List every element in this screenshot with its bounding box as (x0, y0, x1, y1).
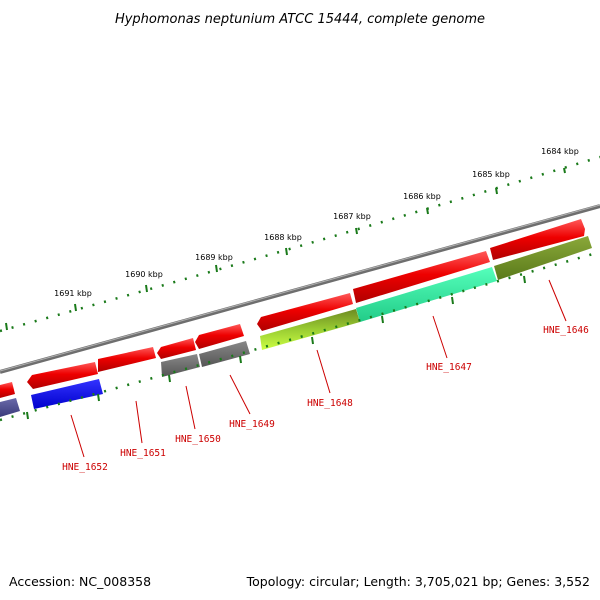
major-tick (239, 355, 242, 364)
kbp-label: 1687 kbp (333, 212, 371, 221)
forward-gene[interactable] (157, 338, 196, 359)
major-tick (26, 411, 29, 420)
reverse-gene[interactable] (0, 398, 20, 417)
forward-gene[interactable] (353, 251, 490, 303)
major-ticks-inner (26, 275, 526, 420)
leader-line (229, 374, 251, 415)
major-tick (495, 187, 498, 195)
gene-label-HNE_1650: HNE_1650 (175, 434, 221, 445)
major-tick (523, 275, 526, 284)
major-tick (5, 322, 8, 331)
gene-HNE_1646[interactable] (494, 236, 592, 280)
gene-HNE_1648[interactable] (260, 309, 360, 350)
gene-label-HNE_1651: HNE_1651 (120, 448, 166, 459)
major-tick (97, 393, 100, 402)
leader-line (432, 315, 448, 359)
kbp-label: 1691 kbp (54, 289, 92, 298)
kbp-label: 1684 kbp (541, 147, 579, 156)
kbp-label: 1688 kbp (264, 233, 302, 242)
major-tick (311, 336, 314, 345)
gene-leader-lines (70, 279, 567, 458)
kbp-labels: 1684 kbp 1685 kbp 1686 kbp 1687 kbp 1688… (54, 147, 579, 298)
gene-HNE_1649[interactable] (199, 341, 250, 367)
gene-labels: HNE_1646 HNE_1647 HNE_1648 HNE_1649 HNE_… (62, 325, 589, 473)
reverse-strand (0, 236, 592, 417)
forward-gene[interactable] (257, 293, 353, 331)
map-title: Hyphomonas neptunium ATCC 15444, complet… (115, 12, 485, 27)
major-tick (215, 264, 218, 273)
leader-line (316, 349, 331, 394)
kbp-label: 1690 kbp (125, 270, 163, 279)
gene-label-HNE_1652: HNE_1652 (62, 462, 108, 473)
gene-label-HNE_1646: HNE_1646 (543, 325, 589, 336)
leader-line (548, 279, 567, 322)
kbp-label: 1689 kbp (195, 253, 233, 262)
forward-gene[interactable] (0, 382, 15, 398)
leader-line (70, 414, 85, 458)
forward-gene[interactable] (27, 362, 98, 389)
forward-gene[interactable] (195, 324, 244, 349)
major-ticks-outer (5, 167, 566, 331)
major-tick (451, 296, 454, 305)
major-tick (168, 374, 171, 383)
major-tick (285, 247, 288, 256)
gene-HNE_1650[interactable] (161, 354, 200, 377)
major-tick (74, 303, 77, 312)
forward-gene[interactable] (490, 219, 585, 260)
gene-label-HNE_1649: HNE_1649 (229, 419, 275, 430)
backbone-highlight (0, 204, 600, 372)
kbp-label: 1685 kbp (472, 170, 510, 179)
topology-summary: Topology: circular; Length: 3,705,021 bp… (246, 574, 590, 589)
backbone (0, 204, 600, 374)
forward-strand (0, 219, 585, 398)
kbp-label: 1686 kbp (403, 192, 441, 201)
major-tick (145, 284, 148, 293)
gene-label-HNE_1647: HNE_1647 (426, 362, 472, 373)
major-tick (355, 227, 358, 235)
gene-label-HNE_1648: HNE_1648 (307, 398, 353, 409)
gene-HNE_1647[interactable] (356, 267, 497, 322)
accession-text: Accession: NC_008358 (9, 574, 151, 589)
major-tick (563, 167, 566, 174)
forward-gene[interactable] (98, 347, 156, 372)
major-tick (381, 315, 384, 324)
leader-line (135, 400, 143, 444)
leader-line (185, 385, 196, 430)
gene-HNE_1652[interactable] (31, 379, 103, 409)
major-tick (426, 207, 429, 215)
